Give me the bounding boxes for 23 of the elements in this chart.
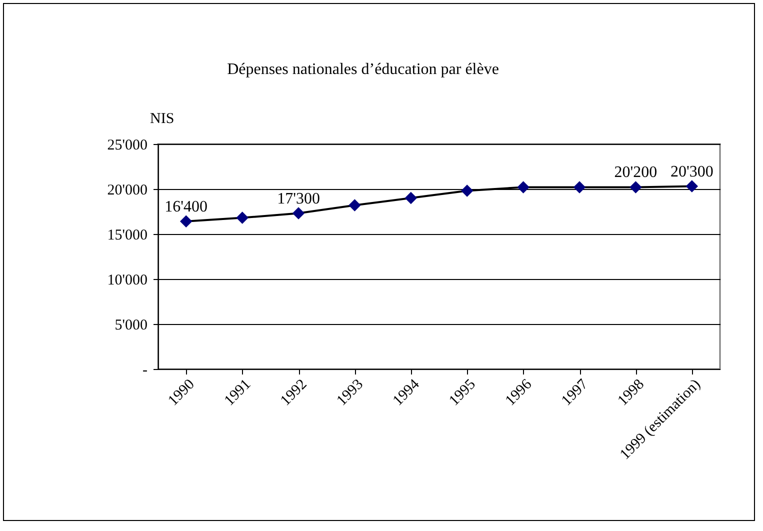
text: 17'300	[277, 190, 320, 208]
point	[460, 184, 474, 197]
point	[517, 181, 530, 194]
point	[404, 192, 418, 204]
text: 20'200	[614, 164, 658, 182]
y-tick-label: 5'000	[114, 318, 148, 334]
point	[348, 199, 361, 212]
text: 20'300	[670, 163, 714, 180]
y-tick-label: 25'000	[107, 138, 148, 154]
point	[630, 181, 642, 194]
y-tick-label: 20'000	[107, 182, 148, 198]
text: 16'400	[164, 198, 208, 216]
y-tick-label: -	[142, 362, 148, 378]
y-tick-label: 10'000	[107, 272, 148, 288]
x-tick-label: 1991	[222, 376, 254, 410]
point	[180, 215, 192, 228]
y-tick-label: 15'000	[107, 228, 148, 244]
point	[292, 207, 305, 220]
chart-title: Dépenses nationales d’éducation par élève	[227, 61, 499, 78]
y-axis-title: NIS	[150, 111, 174, 127]
point	[686, 180, 698, 192]
point	[236, 212, 248, 224]
point	[573, 181, 586, 194]
